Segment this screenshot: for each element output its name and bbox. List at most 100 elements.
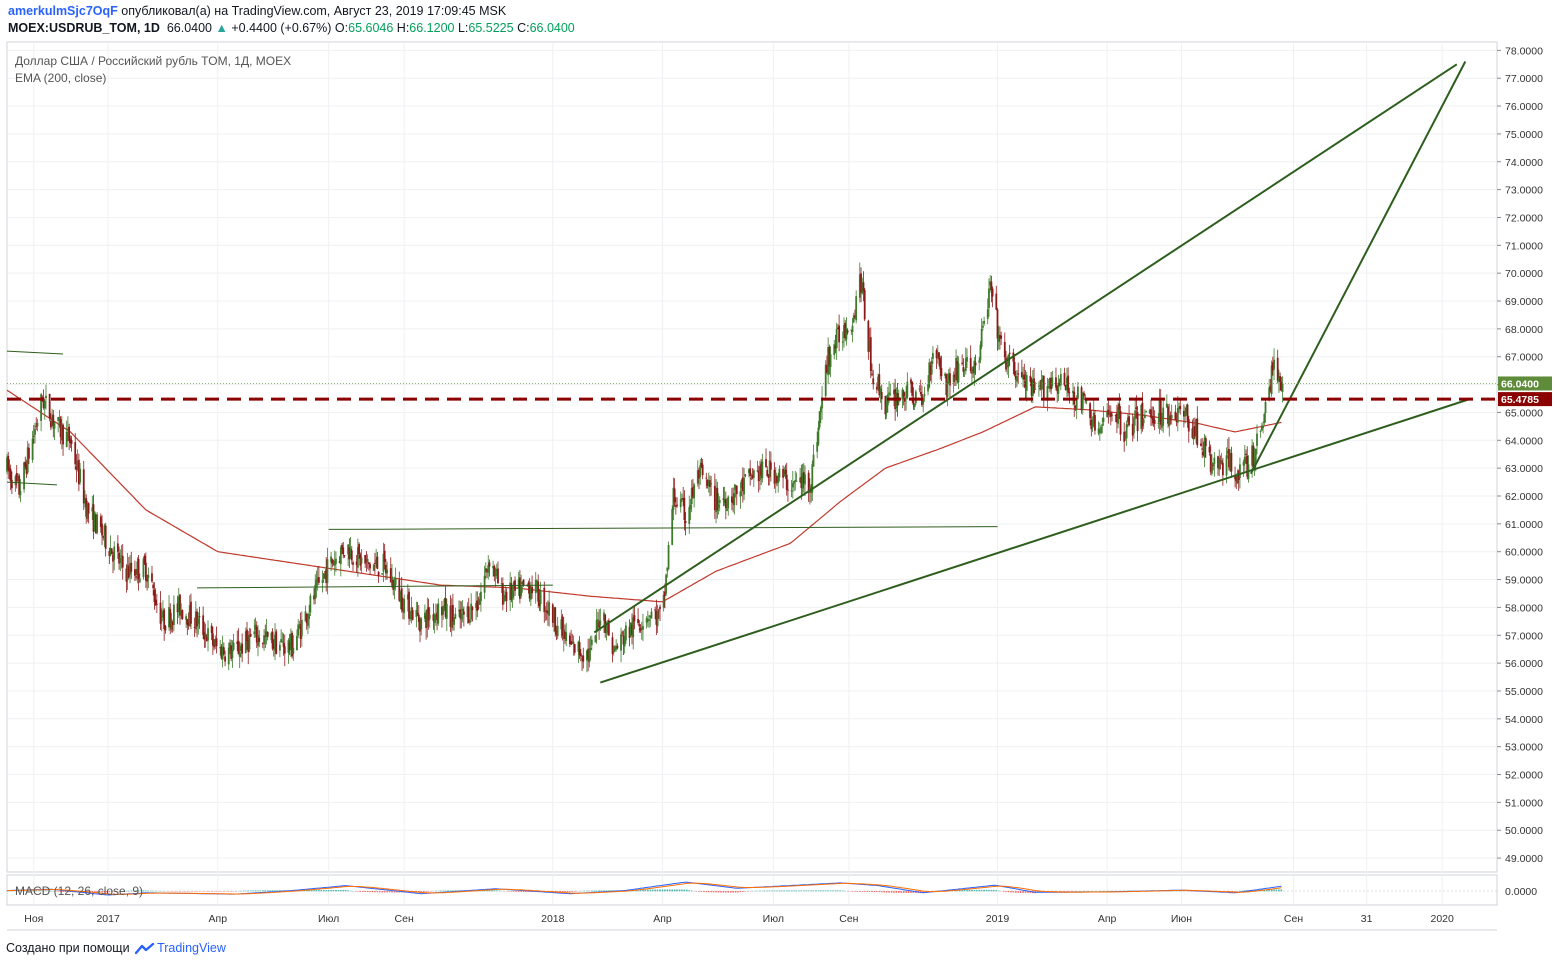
candle-down — [1221, 462, 1224, 476]
candle-up — [120, 555, 123, 557]
candle-up — [553, 607, 555, 622]
macd-histogram-bar — [1275, 889, 1278, 892]
macd-histogram-bar — [1175, 890, 1178, 892]
macd-histogram-bar — [271, 890, 274, 892]
candle-down — [261, 643, 264, 645]
high-value: 66.1200 — [409, 21, 455, 35]
candle-up — [103, 525, 106, 536]
macd-histogram-bar — [905, 891, 907, 893]
candle-down — [995, 293, 998, 310]
candle-down — [224, 656, 226, 662]
candle-up — [466, 606, 469, 618]
candle-up — [693, 484, 696, 499]
candle-up — [1236, 472, 1239, 484]
candle-down — [449, 605, 452, 627]
candle-down — [722, 498, 725, 500]
macd-histogram-bar — [980, 889, 983, 892]
macd-histogram-bar — [257, 890, 259, 892]
candle-up — [450, 606, 453, 628]
macd-histogram-bar — [795, 890, 798, 892]
macd-histogram-bar — [888, 891, 890, 893]
candle-down — [1131, 423, 1134, 436]
candle-down — [776, 476, 778, 483]
macd-histogram-bar — [335, 889, 337, 892]
macd-histogram-bar — [642, 889, 644, 892]
candle-down — [7, 455, 10, 470]
candle-down — [202, 615, 205, 635]
macd-histogram-bar — [968, 889, 971, 892]
macd-histogram-bar — [971, 889, 973, 892]
candle-down — [501, 583, 504, 605]
candle-up — [65, 431, 68, 447]
y-tick-label: 54.0000 — [1505, 714, 1543, 726]
candle-up — [947, 373, 950, 381]
candle-up — [263, 635, 265, 645]
macd-histogram-bar — [47, 890, 50, 892]
macd-legend: MACD (12, 26, close, 9) — [15, 884, 143, 898]
candle-up — [879, 388, 882, 394]
candle-up — [23, 462, 25, 490]
candle-up — [1075, 398, 1078, 409]
candle-down — [343, 555, 346, 557]
candle-down — [1246, 455, 1249, 477]
candle-down — [196, 611, 198, 627]
candle-up — [861, 283, 864, 294]
macd-histogram-bar — [861, 891, 864, 892]
candle-down — [374, 562, 376, 565]
macd-histogram-bar — [483, 890, 486, 892]
candle-down — [621, 632, 624, 634]
macd-histogram-bar — [40, 890, 42, 892]
candle-down — [784, 469, 787, 474]
tradingview-link[interactable]: TradingView — [157, 941, 226, 955]
candle-down — [1109, 412, 1112, 417]
candle-up — [855, 296, 858, 321]
macd-histogram-bar — [1195, 891, 1197, 892]
candle-down — [1245, 453, 1247, 455]
candle-up — [690, 487, 693, 505]
x-tick-label: 31 — [1361, 913, 1373, 925]
macd-histogram-bar — [517, 891, 520, 892]
candle-down — [911, 382, 914, 396]
candle-up — [445, 603, 448, 619]
candle-down — [655, 610, 658, 625]
macd-histogram-bar — [776, 890, 778, 892]
candle-down — [264, 635, 267, 637]
candle-up — [503, 595, 505, 602]
candle-down — [838, 325, 841, 343]
drawings-layer[interactable] — [6, 61, 1497, 684]
macd-histogram-bar — [1231, 891, 1234, 892]
y-tick-label: 71.0000 — [1505, 240, 1543, 252]
candle-up — [229, 642, 231, 651]
candle-up — [1253, 457, 1256, 469]
candle-up — [1278, 378, 1280, 382]
candle-down — [203, 632, 206, 640]
candle-up — [696, 470, 699, 484]
candle-down — [42, 397, 45, 408]
candle-down — [416, 612, 419, 615]
macd-histogram-bar — [586, 890, 588, 892]
macd-histogram-bar — [839, 890, 842, 892]
candle-down — [359, 554, 362, 566]
candle-down — [505, 591, 508, 601]
candle-up — [1158, 400, 1161, 422]
footer: Создано при помощи TradingView — [6, 941, 226, 955]
candle-down — [846, 330, 849, 333]
macd-histogram-bar — [566, 891, 569, 893]
candle-down — [215, 638, 218, 647]
candle-up — [461, 608, 464, 612]
candle-down — [1020, 372, 1023, 377]
macd-histogram-bar — [841, 890, 844, 892]
candle-down — [716, 487, 719, 511]
candle-down — [1107, 409, 1110, 415]
candle-down — [1208, 446, 1211, 453]
candle-down — [230, 645, 233, 659]
macd-histogram-bar — [659, 889, 661, 892]
macd-histogram-bar — [734, 891, 737, 893]
candle-down — [969, 357, 972, 371]
candle-down — [1068, 392, 1071, 394]
candle-up — [470, 603, 473, 620]
candle-up — [748, 469, 750, 474]
macd-histogram-bar — [491, 890, 493, 892]
author-link[interactable]: amerkulmSjc7OqF — [8, 4, 118, 18]
